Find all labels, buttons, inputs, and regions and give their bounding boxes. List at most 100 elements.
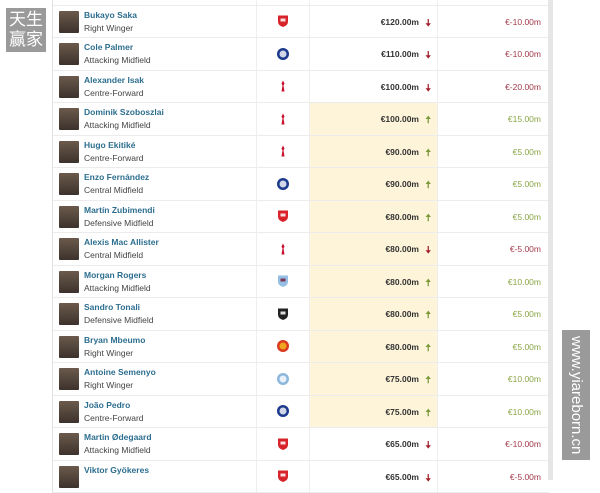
market-value-cell: €90.00m 🠅 xyxy=(309,136,438,168)
table-row: Bukayo Saka Right Winger €120.00m 🠇 €-10… xyxy=(53,6,549,39)
table-row: Alexis Mac Allister Central Midfield €80… xyxy=(53,233,549,266)
liverpool-crest-icon[interactable] xyxy=(277,80,290,93)
player-name-link[interactable]: Martín Zubimendi xyxy=(84,205,155,215)
arrow-up-icon: 🠅 xyxy=(426,308,431,325)
value-change: €10.00m xyxy=(508,277,541,287)
arrow-down-icon: 🠇 xyxy=(426,243,431,260)
player-cell: Martín Zubimendi Defensive Midfield xyxy=(53,201,256,233)
table-row: Bryan Mbeumo Right Winger €80.00m 🠅 €5.0… xyxy=(53,331,549,364)
value-change: €-10.00m xyxy=(505,17,541,27)
liverpool-crest-icon[interactable] xyxy=(277,145,290,158)
market-value: €80.00m xyxy=(385,309,419,319)
value-change-cell: €-10.00m xyxy=(438,38,549,70)
value-change-cell: €5.00m xyxy=(438,168,549,200)
player-name-link[interactable]: Alexis Mac Allister xyxy=(84,237,159,247)
table-row: Alexander Isak Centre-Forward €100.00m 🠇… xyxy=(53,71,549,104)
value-change-cell: €-10.00m xyxy=(438,428,549,460)
club-cell xyxy=(256,0,309,5)
player-name-link[interactable]: Sandro Tonali xyxy=(84,302,140,312)
table-row: Viktor Gyökeres €65.00m 🠇 €-5.00m xyxy=(53,461,549,493)
chelsea-crest-icon[interactable] xyxy=(277,405,290,418)
player-name-link[interactable]: João Pedro xyxy=(84,400,130,410)
market-value: €80.00m xyxy=(385,342,419,352)
player-name-link[interactable]: Morgan Rogers xyxy=(84,270,146,280)
player-photo xyxy=(59,206,79,228)
market-value-cell: €120.00m 🠇 xyxy=(309,6,438,38)
player-name-link[interactable]: Enzo Fernández xyxy=(84,172,149,182)
player-name-link[interactable]: Bukayo Saka xyxy=(84,10,137,20)
arrow-up-icon: 🠅 xyxy=(426,276,431,293)
value-change: €5.00m xyxy=(513,309,541,319)
club-cell xyxy=(256,38,309,70)
market-value-cell: €100.00m 🠅 xyxy=(309,103,438,135)
value-change-cell: €5.00m xyxy=(438,136,549,168)
value-change: €5.00m xyxy=(513,342,541,352)
club-cell xyxy=(256,6,309,38)
player-photo xyxy=(59,108,79,130)
club-cell xyxy=(256,396,309,428)
player-cell: Morgan Rogers Attacking Midfield xyxy=(53,266,256,298)
arsenal-crest-icon[interactable] xyxy=(277,15,290,28)
arsenal-crest-icon[interactable] xyxy=(277,470,290,483)
market-value: €80.00m xyxy=(385,277,419,287)
market-value: €110.00m xyxy=(381,49,419,59)
market-value-cell: €80.00m 🠅 xyxy=(309,201,438,233)
market-value: €80.00m xyxy=(385,212,419,222)
player-cell: Dominik Szoboszlai Attacking Midfield xyxy=(53,103,256,135)
player-name-link[interactable]: Cole Palmer xyxy=(84,42,133,52)
player-name-link[interactable]: Dominik Szoboszlai xyxy=(84,107,164,117)
man-city-crest-icon[interactable] xyxy=(277,372,290,385)
newcastle-crest-icon[interactable] xyxy=(277,307,290,320)
player-name-link[interactable]: Hugo Ekitiké xyxy=(84,140,135,150)
player-cell: João Pedro Centre-Forward xyxy=(53,396,256,428)
player-name-link[interactable]: Alexander Isak xyxy=(84,75,144,85)
value-change: €-5.00m xyxy=(510,472,541,482)
player-name-link[interactable]: Viktor Gyökeres xyxy=(84,465,149,475)
value-change-cell: €-5.00m xyxy=(438,233,549,265)
man-utd-crest-icon[interactable] xyxy=(277,340,290,353)
value-change: €-10.00m xyxy=(505,439,541,449)
chelsea-crest-icon[interactable] xyxy=(277,47,290,60)
value-change-cell: €-5.00m xyxy=(438,461,549,493)
market-value: €90.00m xyxy=(385,147,419,157)
value-change: €5.00m xyxy=(513,147,541,157)
chelsea-crest-icon[interactable] xyxy=(277,177,290,190)
player-photo xyxy=(59,11,79,33)
player-position: Right Winger xyxy=(84,348,133,358)
player-cell: Viktor Gyökeres xyxy=(53,461,256,493)
club-cell xyxy=(256,266,309,298)
player-name-link[interactable]: Bryan Mbeumo xyxy=(84,335,145,345)
player-cell: Bryan Mbeumo Right Winger xyxy=(53,331,256,363)
market-value: €75.00m xyxy=(385,374,419,384)
player-photo xyxy=(59,173,79,195)
player-photo xyxy=(59,141,79,163)
market-value-cell: €80.00m 🠅 xyxy=(309,266,438,298)
player-position: Central Midfield xyxy=(84,250,143,260)
value-change-cell: €10.00m xyxy=(438,396,549,428)
scrollbar[interactable] xyxy=(548,0,553,480)
arsenal-crest-icon[interactable] xyxy=(277,437,290,450)
table-row: Martin Ødegaard Attacking Midfield €65.0… xyxy=(53,428,549,461)
player-cell: Bukayo Saka Right Winger xyxy=(53,6,256,38)
player-photo xyxy=(59,238,79,260)
market-value: €100.00m xyxy=(381,114,419,124)
value-change-cell: €-10.00m xyxy=(438,6,549,38)
value-change-cell xyxy=(438,0,549,5)
table-row: Martín Zubimendi Defensive Midfield €80.… xyxy=(53,201,549,234)
arsenal-crest-icon[interactable] xyxy=(277,210,290,223)
club-cell xyxy=(256,103,309,135)
market-value: €75.00m xyxy=(385,407,419,417)
club-cell xyxy=(256,331,309,363)
value-change-cell: €5.00m xyxy=(438,331,549,363)
liverpool-crest-icon[interactable] xyxy=(277,242,290,255)
club-cell xyxy=(256,428,309,460)
value-change-cell: €5.00m xyxy=(438,298,549,330)
arrow-up-icon: 🠅 xyxy=(426,211,431,228)
market-value-cell: €90.00m 🠅 xyxy=(309,168,438,200)
market-value-cell: €65.00m 🠇 xyxy=(309,461,438,493)
player-name-link[interactable]: Antoine Semenyo xyxy=(84,367,156,377)
player-position: Defensive Midfield xyxy=(84,315,153,325)
player-name-link[interactable]: Martin Ødegaard xyxy=(84,432,152,442)
liverpool-crest-icon[interactable] xyxy=(277,112,290,125)
aston-villa-crest-icon[interactable] xyxy=(277,275,290,288)
